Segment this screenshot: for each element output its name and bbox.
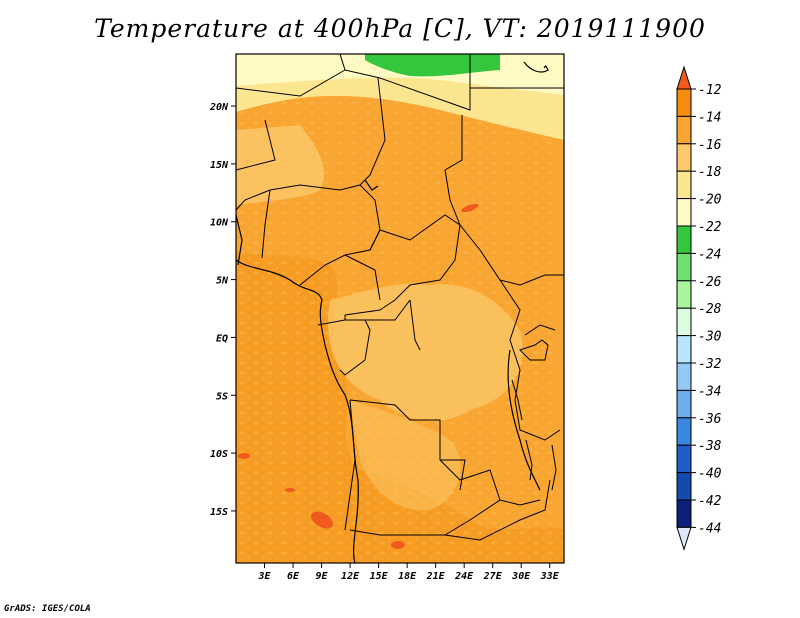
colorbar-label: -36 — [698, 412, 722, 427]
colorbar-label: -28 — [698, 302, 722, 317]
colorbar-label: -42 — [698, 494, 722, 509]
colorbar-swatch — [676, 88, 692, 117]
lat-tick-label: EQ — [216, 333, 228, 344]
colorbar-swatch — [676, 115, 692, 145]
colorbar-swatch — [676, 198, 692, 227]
colorbar-label: -30 — [698, 330, 722, 345]
colorbar-swatch — [676, 307, 692, 337]
colorbar-label: -20 — [698, 193, 722, 208]
colorbar-swatch — [676, 252, 692, 282]
lon-tick-label: 6E — [287, 571, 300, 582]
colorbar-label: -44 — [698, 521, 721, 536]
lakes — [511, 324, 557, 491]
coastlines — [236, 61, 549, 563]
lon-tick-label: 33E — [540, 571, 560, 582]
lat-tick-label: 5S — [216, 391, 228, 402]
colorbar-swatch — [676, 389, 692, 419]
chart-title: Temperature at 400hPa [C], VT: 201911190… — [94, 14, 706, 43]
lon-tick-label: 30E — [511, 571, 531, 582]
colorbar-swatch — [676, 280, 692, 309]
lon-tick-label: 9E — [316, 571, 329, 582]
colorbar-label: -26 — [698, 275, 722, 290]
lon-tick-label: 27E — [483, 571, 503, 582]
colorbar-label: -16 — [698, 138, 722, 153]
colorbar-legend: -12 -14 -16 -18 -20 -22 -24 -26 -28 -30 -32 -34 -36 -… — [676, 65, 722, 552]
lat-tick-label: 5N — [216, 276, 229, 287]
colorbar-swatch — [676, 170, 692, 200]
colorbar-label: -22 — [698, 220, 722, 235]
colorbar-bottom-arrow — [676, 526, 692, 552]
colorbar-swatch — [676, 472, 692, 501]
map-frame — [235, 53, 565, 564]
colorbar-label: -12 — [698, 83, 722, 98]
colorbar-label: -24 — [698, 247, 721, 262]
credit-label: GrADS: IGES/COLA — [4, 604, 91, 614]
colorbar-swatch — [676, 444, 692, 474]
lat-tick-label: 15N — [210, 160, 229, 171]
colorbar-swatch — [676, 417, 692, 446]
lon-tick-label: 24E — [454, 571, 474, 582]
colorbar-label: -40 — [698, 467, 722, 482]
lon-tick-label: 21E — [426, 571, 446, 582]
lon-tick-label: 3E — [257, 571, 271, 582]
lat-tick-label: 15S — [210, 507, 228, 518]
colorbar-label: -18 — [698, 165, 722, 180]
colorbar-label: -32 — [698, 357, 722, 372]
colorbar-swatch — [676, 225, 692, 254]
colorbar-top-arrow — [676, 65, 692, 90]
longitude-axis: 3E 6E 9E 12E 15E 18E 21E 24E 27E 30E 33E — [257, 563, 560, 582]
lon-tick-label: 12E — [341, 571, 360, 582]
colorbar-swatch — [676, 362, 692, 391]
band-minus22-north — [365, 54, 500, 77]
lat-tick-label: 10S — [210, 449, 228, 460]
colorbar-swatch — [676, 143, 692, 172]
lon-tick-label: 18E — [398, 571, 417, 582]
lon-tick-label: 15E — [370, 571, 389, 582]
colorbar-label: -34 — [698, 384, 721, 399]
colorbar-label: -14 — [698, 110, 721, 125]
colorbar-swatch — [676, 499, 692, 528]
lat-tick-label: 10N — [210, 218, 229, 229]
colorbar-label: -38 — [698, 439, 722, 454]
temperature-field — [236, 54, 564, 563]
latitude-axis: 20N 15N 10N 5N EQ 5S 10S 15S — [209, 102, 236, 518]
lat-tick-label: 20N — [209, 102, 229, 113]
colorbar-swatch — [676, 335, 692, 364]
